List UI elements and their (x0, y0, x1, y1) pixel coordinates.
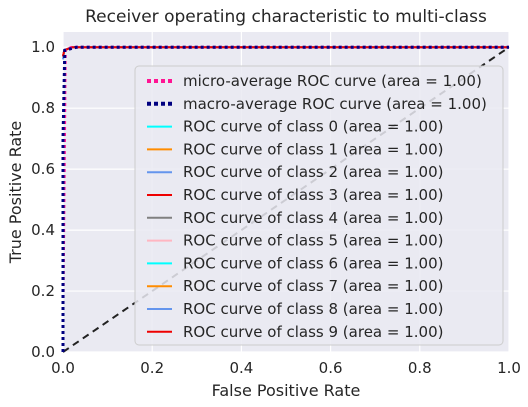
legend-label-4: ROC curve of class 2 (area = 1.00) (183, 163, 443, 181)
x-tick-label: 0.4 (229, 359, 253, 377)
legend-label-10: ROC curve of class 8 (area = 1.00) (183, 300, 443, 318)
chart-title: Receiver operating characteristic to mul… (85, 7, 487, 27)
x-tick-label: 1.0 (497, 359, 521, 377)
x-axis-label: False Positive Rate (212, 381, 361, 400)
legend-label-5: ROC curve of class 3 (area = 1.00) (183, 186, 443, 204)
y-tick-label: 0.0 (31, 343, 55, 361)
legend-label-7: ROC curve of class 5 (area = 1.00) (183, 232, 443, 250)
y-axis-label: True Positive Rate (6, 121, 25, 265)
roc-series-1 (61, 45, 509, 352)
legend-label-11: ROC curve of class 9 (area = 1.00) (183, 323, 443, 341)
roc-series-11 (62, 46, 509, 57)
y-tick-label: 0.2 (31, 282, 55, 300)
legend-label-0: micro-average ROC curve (area = 1.00) (183, 72, 482, 90)
legend-label-6: ROC curve of class 4 (area = 1.00) (183, 209, 443, 227)
legend-label-3: ROC curve of class 1 (area = 1.00) (183, 140, 443, 158)
legend-label-9: ROC curve of class 7 (area = 1.00) (183, 277, 443, 295)
series-layer (61, 45, 510, 353)
y-tick-label: 0.4 (31, 221, 55, 239)
x-tick-label: 0.2 (140, 359, 164, 377)
y-tick-label: 1.0 (31, 38, 55, 56)
x-tick-label: 0.0 (51, 359, 75, 377)
y-tick-label: 0.6 (31, 160, 55, 178)
x-tick-label: 0.8 (408, 359, 432, 377)
legend-label-2: ROC curve of class 0 (area = 1.00) (183, 118, 443, 136)
y-tick-label: 0.8 (31, 99, 55, 117)
ticks-layer: 0.0 0.2 0.4 0.6 0.8 1.0 0.0 0.2 0.4 0.6 0.8 1.0 (31, 38, 521, 377)
legend-label-1: macro-average ROC curve (area = 1.00) (183, 95, 487, 113)
legend-label-8: ROC curve of class 6 (area = 1.00) (183, 254, 443, 272)
x-tick-label: 0.6 (319, 359, 343, 377)
legend: micro-average ROC curve (area = 1.00) mac… (134, 65, 504, 346)
legend-box (134, 65, 504, 346)
